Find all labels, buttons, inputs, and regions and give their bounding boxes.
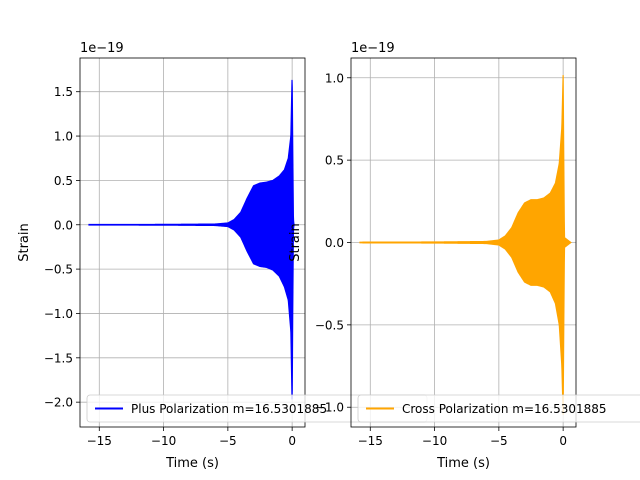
left-plot-y-tick-label: −1.0	[44, 307, 73, 321]
right-plot-y-tick-label: 1.0	[325, 71, 344, 85]
right-plot-cross-polarization: −15 −10 −5 0 1.0 0.5 0.0 −0.5 −1.0 1e−19 Time (s…	[288, 41, 640, 471]
left-plot-ticks: −15 −10 −5 0 1.5 1.0 0.5 0.0 −0.5 −1.0 −1.5 −2.0	[44, 85, 296, 448]
left-plot-offset-text: 1e−19	[80, 41, 124, 56]
left-plot-y-tick-label: 0.0	[54, 218, 73, 232]
left-plot-y-tick-label: −0.5	[44, 263, 73, 277]
left-plot-series	[88, 79, 295, 400]
left-plot-y-axis-label: Strain	[17, 223, 32, 262]
right-plot-series-line	[359, 75, 572, 415]
right-plot-y-tick-label: −1.0	[315, 401, 344, 415]
left-plot-x-tick-label: −15	[87, 434, 112, 448]
left-plot-legend: Plus Polarization m=16.5301885	[86, 394, 428, 423]
right-plot-y-tick-label: −0.5	[315, 318, 344, 332]
left-plot-x-tick-label: −10	[151, 434, 176, 448]
right-plot-offset-text: 1e−19	[351, 41, 395, 56]
left-plot-y-tick-label: 1.0	[54, 130, 73, 144]
left-plot-series-line	[88, 79, 295, 400]
right-plot-series	[359, 75, 572, 415]
right-plot-legend-label: Cross Polarization m=16.5301885	[402, 402, 607, 416]
right-plot-x-tick-label: 0	[559, 434, 567, 448]
left-plot-x-axis-label: Time (s)	[165, 456, 219, 471]
left-plot-legend-label: Plus Polarization m=16.5301885	[131, 402, 327, 416]
left-plot-y-tick-label: 1.5	[54, 85, 73, 99]
right-plot-x-tick-label: −15	[358, 434, 383, 448]
right-plot-legend-box	[357, 394, 640, 423]
left-plot-x-tick-label: 0	[288, 434, 296, 448]
left-plot-y-tick-label: −2.0	[44, 396, 73, 410]
right-plot-y-tick-label: 0.5	[325, 154, 344, 168]
right-plot-x-tick-label: −5	[490, 434, 508, 448]
right-plot-ticks: −15 −10 −5 0 1.0 0.5 0.0 −0.5 −1.0	[315, 71, 567, 448]
left-plot-plus-polarization: −15 −10 −5 0 1.5 1.0 0.5 0.0 −0.5 −1.0 −1.5 −2.0 1e…	[17, 41, 428, 471]
right-plot-x-axis-label: Time (s)	[436, 456, 490, 471]
right-plot-y-axis-label: Strain	[288, 223, 303, 262]
left-plot-x-tick-label: −5	[219, 434, 237, 448]
right-plot-y-tick-label: 0.0	[325, 236, 344, 250]
right-plot-legend: Cross Polarization m=16.5301885	[357, 394, 640, 423]
left-plot-y-tick-label: −1.5	[44, 351, 73, 365]
left-plot-y-tick-label: 0.5	[54, 174, 73, 188]
left-plot-frame	[79, 57, 306, 428]
right-plot-x-tick-label: −10	[422, 434, 447, 448]
